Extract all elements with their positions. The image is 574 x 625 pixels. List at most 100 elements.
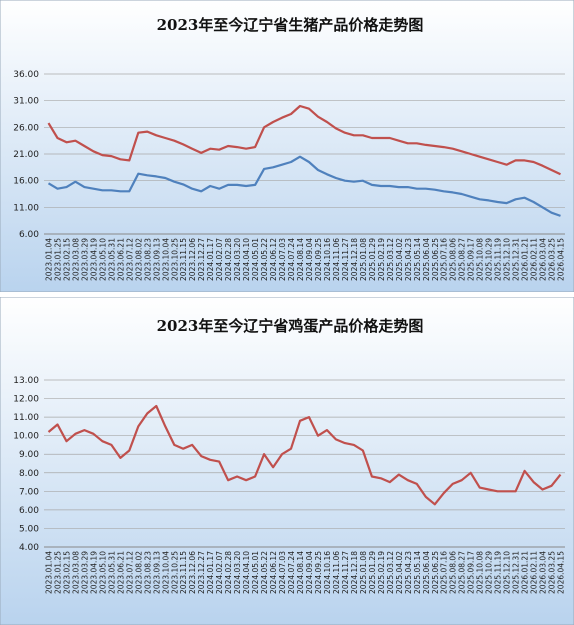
x-tick-label: 2024.11.06 bbox=[332, 551, 341, 594]
x-tick-label: 2023.02.15 bbox=[62, 238, 71, 281]
x-tick-label: 2025.01.29 bbox=[368, 238, 377, 281]
x-tick-label: 2024.05.22 bbox=[260, 551, 269, 594]
x-tick-label: 2023.02.15 bbox=[62, 551, 71, 594]
x-tick-label: 2026.03.25 bbox=[548, 238, 557, 281]
x-tick-label: 2023.01.25 bbox=[53, 551, 62, 594]
x-tick-label: 2024.09.25 bbox=[314, 551, 323, 594]
x-tick-label: 2024.06.12 bbox=[269, 551, 278, 594]
x-tick-label: 2023.12.27 bbox=[197, 551, 206, 594]
x-tick-label: 2024.10.16 bbox=[323, 551, 332, 594]
x-tick-label: 2025.05.14 bbox=[413, 551, 422, 594]
x-tick-label: 2025.04.23 bbox=[404, 238, 413, 281]
x-tick-label: 2025.07.16 bbox=[440, 238, 449, 281]
x-tick-label: 2024.05.01 bbox=[251, 551, 260, 594]
x-tick-label: 2025.05.14 bbox=[413, 238, 422, 281]
x-tick-label: 2025.04.02 bbox=[395, 238, 404, 281]
x-tick-label: 2026.03.25 bbox=[548, 551, 557, 594]
chart-title: 2023年至今辽宁省生猪产品价格走势图 bbox=[157, 16, 424, 34]
x-tick-label: 2023.08.02 bbox=[134, 238, 143, 281]
x-tick-label: 2025.12.10 bbox=[503, 551, 512, 594]
y-tick-label: 11.00 bbox=[13, 413, 39, 423]
y-tick-label: 6.00 bbox=[19, 230, 39, 240]
x-tick-label: 2024.04.10 bbox=[242, 238, 251, 281]
y-tick-label: 26.00 bbox=[13, 123, 39, 133]
y-tick-label: 11.00 bbox=[13, 203, 39, 213]
x-tick-label: 2023.04.19 bbox=[89, 238, 98, 281]
y-tick-label: 21.00 bbox=[13, 150, 39, 160]
x-tick-label: 2026.01.21 bbox=[521, 238, 530, 281]
x-tick-label: 2023.09.13 bbox=[152, 551, 161, 594]
x-tick-label: 2023.01.04 bbox=[44, 551, 53, 594]
chart: 2023年至今辽宁省生猪产品价格走势图 6.00 11.00 16.00 21.00 2… bbox=[0, 0, 574, 292]
x-tick-label: 2025.04.02 bbox=[395, 551, 404, 594]
x-tick-label: 2025.08.27 bbox=[458, 551, 467, 594]
x-tick-label: 2026.01.21 bbox=[521, 551, 530, 594]
x-tick-label: 2024.10.16 bbox=[323, 238, 332, 281]
x-tick-label: 2025.10.08 bbox=[476, 238, 485, 281]
x-tick-label: 2025.06.25 bbox=[431, 238, 440, 281]
y-tick-label: 8.00 bbox=[19, 469, 39, 479]
x-tick-label: 2023.05.31 bbox=[107, 551, 116, 594]
x-tick-label: 2025.02.19 bbox=[377, 238, 386, 281]
x-tick-label: 2023.05.10 bbox=[98, 238, 107, 281]
x-tick-label: 2023.10.04 bbox=[161, 238, 170, 281]
chart-background bbox=[0, 0, 574, 292]
y-tick-label: 9.00 bbox=[19, 450, 39, 460]
x-tick-label: 2025.08.06 bbox=[449, 238, 458, 281]
x-tick-label: 2025.02.19 bbox=[377, 551, 386, 594]
x-tick-label: 2025.04.23 bbox=[404, 551, 413, 594]
x-tick-label: 2023.03.08 bbox=[71, 238, 80, 281]
x-tick-label: 2023.01.04 bbox=[44, 238, 53, 281]
x-tick-label: 2026.02.11 bbox=[530, 551, 539, 594]
x-tick-label: 2024.05.01 bbox=[251, 238, 260, 281]
x-tick-label: 2023.07.12 bbox=[125, 238, 134, 281]
x-tick-label: 2025.10.08 bbox=[476, 551, 485, 594]
x-tick-label: 2023.08.23 bbox=[143, 238, 152, 281]
x-tick-label: 2024.09.25 bbox=[314, 238, 323, 281]
x-tick-label: 2023.11.15 bbox=[179, 551, 188, 594]
x-tick-label: 2024.07.03 bbox=[278, 238, 287, 281]
x-tick-label: 2025.08.27 bbox=[458, 238, 467, 281]
y-tick-label: 36.00 bbox=[13, 70, 39, 80]
x-tick-label: 2023.12.06 bbox=[188, 551, 197, 594]
x-tick-label: 2026.03.04 bbox=[539, 238, 548, 281]
x-tick-label: 2025.07.16 bbox=[440, 551, 449, 594]
x-tick-label: 2023.11.15 bbox=[179, 238, 188, 281]
x-tick-label: 2024.11.06 bbox=[332, 238, 341, 281]
x-tick-label: 2026.02.11 bbox=[530, 238, 539, 281]
x-tick-label: 2024.06.12 bbox=[269, 238, 278, 281]
x-tick-label: 2024.09.04 bbox=[305, 238, 314, 281]
x-tick-label: 2023.10.25 bbox=[170, 238, 179, 281]
x-tick-label: 2024.08.14 bbox=[296, 551, 305, 594]
x-tick-label: 2024.09.04 bbox=[305, 551, 314, 594]
chart: 2023年至今辽宁省鸡蛋产品价格走势图 4.00 5.00 6.00 7.00 8.00… bbox=[0, 297, 574, 625]
x-tick-label: 2023.12.27 bbox=[197, 238, 206, 281]
x-tick-label: 2024.03.20 bbox=[233, 238, 242, 281]
x-tick-label: 2024.11.27 bbox=[341, 551, 350, 594]
series-line bbox=[47, 155, 561, 217]
x-tick-label: 2023.07.12 bbox=[125, 551, 134, 594]
y-tick-label: 12.00 bbox=[13, 395, 39, 405]
x-tick-label: 2024.05.22 bbox=[260, 238, 269, 281]
chart-background bbox=[0, 297, 574, 625]
x-tick-label: 2025.08.06 bbox=[449, 551, 458, 594]
x-tick-label: 2023.03.29 bbox=[80, 551, 89, 594]
y-tick-label: 6.00 bbox=[19, 506, 39, 516]
x-tick-label: 2023.09.13 bbox=[152, 238, 161, 281]
x-tick-label: 2025.06.25 bbox=[431, 551, 440, 594]
x-tick-label: 2025.06.04 bbox=[422, 551, 431, 594]
x-tick-label: 2026.04.15 bbox=[557, 238, 566, 281]
x-tick-label: 2024.01.17 bbox=[206, 551, 215, 594]
x-tick-label: 2023.08.02 bbox=[134, 551, 143, 594]
x-tick-label: 2025.10.29 bbox=[485, 238, 494, 281]
x-tick-label: 2024.02.07 bbox=[215, 551, 224, 594]
x-tick-label: 2025.03.12 bbox=[386, 551, 395, 594]
x-tick-label: 2025.10.29 bbox=[485, 551, 494, 594]
x-tick-label: 2026.04.15 bbox=[557, 551, 566, 594]
x-tick-label: 2024.07.03 bbox=[278, 551, 287, 594]
x-tick-label: 2024.12.18 bbox=[350, 238, 359, 281]
x-tick-label: 2023.06.21 bbox=[116, 238, 125, 281]
x-tick-label: 2026.03.04 bbox=[539, 551, 548, 594]
x-tick-label: 2024.08.14 bbox=[296, 238, 305, 281]
